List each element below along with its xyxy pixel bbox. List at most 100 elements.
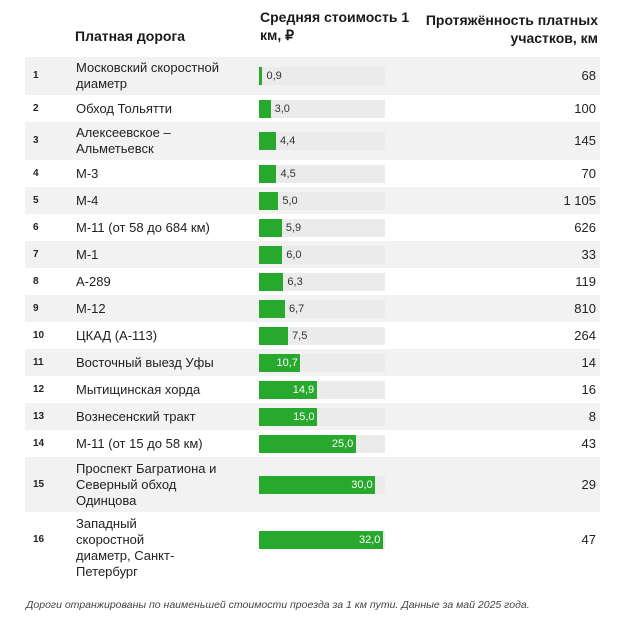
cost-bar	[259, 434, 356, 453]
road-name: А-289	[76, 273, 111, 289]
bar-track: 25,0	[259, 434, 385, 453]
rank-number: 4	[33, 167, 39, 179]
length-value: 100	[574, 100, 596, 116]
cost-value-label: 0,9	[266, 70, 282, 82]
cost-value-label: 4,4	[280, 135, 296, 147]
road-name: Мытищинская хорда	[76, 381, 201, 397]
table-row: 9 М-12 6,7 810	[25, 295, 600, 322]
bar-track: 6,7	[259, 299, 385, 318]
length-value: 43	[581, 435, 596, 451]
cost-value-label: 14,9	[292, 383, 315, 396]
road-name: Алексеевское – Альметьевск	[76, 125, 171, 156]
cost-value-label: 4,5	[280, 167, 296, 180]
cost-bar	[259, 299, 285, 318]
length-value: 626	[574, 219, 596, 235]
cost-value-label: 32,0	[359, 533, 381, 546]
cost-value-label: 5,0	[282, 194, 298, 207]
cost-bar	[259, 475, 376, 494]
road-name: Московский скоростной диаметр	[76, 60, 219, 91]
cost-value-label: 5,9	[285, 221, 302, 234]
bar-track: 0,9	[259, 67, 385, 85]
column-header-cost: Средняя стоимость 1 км, ₽	[260, 9, 410, 43]
bar-track: 4,5	[259, 164, 385, 183]
cost-bar	[259, 132, 277, 150]
cost-bar	[259, 245, 283, 264]
road-name: Восточный выезд Уфы	[76, 354, 214, 370]
length-value: 33	[581, 246, 596, 262]
ranking-table: 1 Московский скоростной диаметр 0,9 68 2 Обхо…	[25, 57, 600, 579]
bar-track: 14,9	[259, 380, 385, 399]
cost-value-label: 10,7	[276, 356, 298, 369]
cost-value-label: 6,3	[287, 275, 303, 288]
cost-value-label: 6,7	[288, 302, 305, 315]
cost-value-label: 6,0	[286, 248, 302, 261]
table-row: 15 Проспект Багратиона и Северный обход О…	[25, 457, 600, 512]
cost-bar	[259, 191, 279, 210]
bar-track: 5,9	[259, 218, 385, 237]
road-name: М-4	[76, 192, 99, 208]
table-row: 6 М-11 (от 58 до 684 км) 5,9 626	[25, 214, 600, 241]
road-name: М-11 (от 58 до 684 км)	[76, 219, 210, 235]
rank-number: 14	[33, 437, 45, 449]
length-value: 145	[574, 133, 596, 148]
road-name: Обход Тольятти	[76, 100, 173, 116]
table-row: 12 Мытищинская хорда 14,9 16	[25, 376, 600, 403]
road-name: М-12	[76, 300, 106, 316]
length-value: 16	[581, 381, 596, 397]
length-value: 8	[588, 408, 596, 424]
rank-number: 11	[33, 356, 44, 368]
bar-track: 3,0	[259, 99, 385, 118]
cost-bar	[259, 99, 271, 118]
table-row: 16 Западный скоростной диаметр, Санкт-Пет…	[25, 512, 600, 579]
rank-number: 15	[33, 478, 45, 490]
length-value: 810	[574, 300, 596, 316]
table-row: 3 Алексеевское – Альметьевск 4,4 145	[25, 122, 600, 160]
length-value: 1 105	[563, 192, 596, 208]
bar-track: 32,0	[259, 530, 385, 549]
cost-value-label: 30,0	[351, 478, 373, 491]
rank-number: 3	[33, 135, 39, 146]
cost-bar	[259, 380, 317, 399]
table-row: 1 Московский скоростной диаметр 0,9 68	[25, 57, 600, 95]
bar-track: 6,3	[259, 272, 385, 291]
column-header-length: Протяжённость платных участков, км	[425, 12, 598, 46]
length-value: 119	[575, 273, 596, 289]
rank-number: 5	[33, 194, 39, 206]
rank-number: 10	[33, 329, 45, 341]
length-value: 264	[574, 327, 596, 343]
road-name: М-3	[76, 165, 99, 181]
rank-number: 12	[33, 383, 45, 395]
length-value: 68	[581, 68, 596, 83]
cost-value-label: 25,0	[331, 437, 354, 450]
table-row: 8 А-289 6,3 119	[25, 268, 600, 295]
cost-bar	[259, 272, 284, 291]
cost-value-label: 3,0	[274, 102, 290, 115]
table-row: 2 Обход Тольятти 3,0 100	[25, 95, 600, 122]
length-value: 47	[581, 531, 596, 547]
bar-track: 6,0	[259, 245, 385, 264]
rank-number: 16	[33, 533, 45, 545]
rank-number: 6	[33, 221, 39, 233]
table-row: 13 Вознесенский тракт 15,0 8	[25, 403, 600, 430]
cost-bar	[259, 326, 289, 345]
bar-track: 5,0	[259, 191, 385, 210]
rank-number: 2	[33, 102, 39, 114]
cost-bar	[259, 530, 383, 549]
rank-number: 13	[33, 410, 45, 422]
road-name: Вознесенский тракт	[76, 408, 196, 424]
cost-bar	[259, 164, 277, 183]
cost-bar	[259, 67, 263, 85]
rank-number: 7	[33, 248, 39, 260]
footnote: Дороги отранжированы по наименьшей стоим…	[26, 599, 530, 611]
cost-value-label: 7,5	[292, 329, 308, 342]
cost-value-label: 15,0	[293, 410, 315, 423]
road-name: М-11 (от 15 до 58 км)	[76, 435, 203, 451]
cost-bar	[259, 407, 318, 426]
rank-number: 9	[33, 302, 39, 314]
length-value: 29	[581, 476, 596, 492]
road-name: Проспект Багратиона и Северный обход Оди…	[76, 460, 217, 508]
road-name: ЦКАД (А-113)	[76, 327, 158, 343]
rank-number: 1	[33, 70, 39, 81]
road-name: М-1	[76, 246, 99, 262]
table-row: 10 ЦКАД (А-113) 7,5 264	[25, 322, 600, 349]
